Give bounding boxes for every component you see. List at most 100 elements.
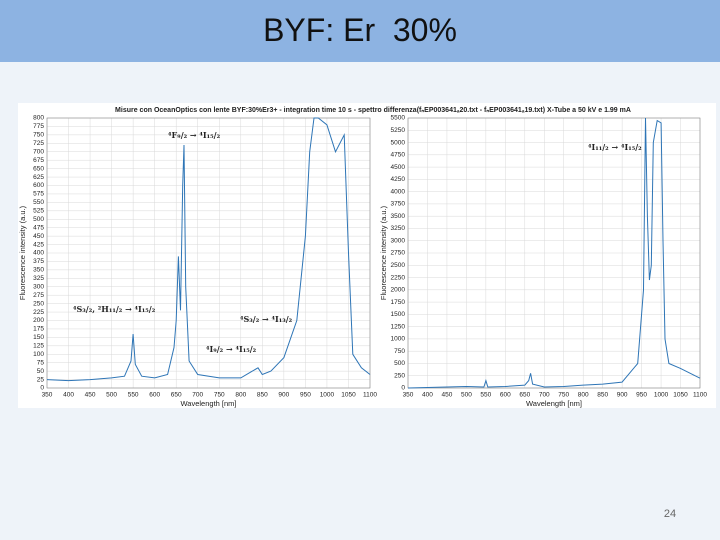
x-tick-label: 1100 (363, 392, 377, 399)
y-axis-label: Fluorescence intensity (a.u.) (379, 205, 388, 300)
y-tick-label: 425 (33, 241, 44, 248)
annotation: ⁴S₃/₂, ²H₁₁/₂ → ⁴I₁₅/₂ (73, 304, 156, 314)
y-tick-label: 2000 (391, 287, 406, 294)
x-tick-label: 350 (403, 392, 414, 399)
y-tick-label: 650 (33, 165, 44, 172)
y-tick-label: 4250 (391, 176, 406, 183)
x-tick-label: 850 (597, 392, 608, 399)
y-tick-label: 5250 (391, 127, 406, 134)
x-tick-label: 1000 (320, 392, 335, 399)
annotation: ⁴I₁₁/₂ → ⁴I₁₅/₂ (588, 142, 642, 152)
y-tick-label: 225 (33, 309, 44, 316)
x-tick-label: 500 (461, 392, 472, 399)
x-tick-label: 400 (63, 392, 74, 399)
x-tick-label: 650 (171, 392, 182, 399)
spectrum-line (407, 117, 701, 389)
y-tick-label: 525 (33, 208, 44, 215)
y-tick-label: 25 (37, 376, 45, 383)
y-tick-label: 550 (33, 199, 44, 206)
y-tick-label: 1750 (391, 299, 406, 306)
y-tick-label: 500 (33, 216, 44, 223)
x-axis-label: Wavelength [nm] (181, 399, 237, 408)
y-tick-label: 475 (33, 224, 44, 231)
y-tick-label: 0 (401, 385, 405, 392)
annotation: ⁴F₉/₂ → ⁴I₁₅/₂ (168, 130, 221, 140)
title-bar (0, 0, 720, 62)
y-tick-label: 750 (33, 132, 44, 139)
y-tick-label: 675 (33, 157, 44, 164)
y-tick-label: 3250 (391, 225, 406, 232)
x-tick-label: 600 (149, 392, 160, 399)
plot-frame (46, 117, 371, 389)
x-tick-label: 550 (128, 392, 139, 399)
y-tick-label: 775 (33, 123, 44, 130)
x-tick-label: 700 (539, 392, 550, 399)
x-tick-label: 750 (214, 392, 225, 399)
x-tick-label: 1050 (673, 392, 688, 399)
y-tick-label: 500 (394, 360, 405, 367)
y-tick-label: 4000 (391, 188, 406, 195)
x-tick-label: 850 (257, 392, 268, 399)
x-tick-label: 500 (106, 392, 117, 399)
y-tick-label: 75 (37, 359, 45, 366)
y-tick-label: 325 (33, 275, 44, 282)
y-axis-label: Fluorescence intensity (a.u.) (18, 205, 27, 300)
annotation: ⁴S₃/₂ → ⁴I₁₃/₂ (240, 314, 293, 324)
x-tick-label: 400 (422, 392, 433, 399)
x-tick-label: 550 (480, 392, 491, 399)
y-tick-label: 375 (33, 258, 44, 265)
x-tick-label: 950 (300, 392, 311, 399)
y-tick-label: 100 (33, 351, 44, 358)
y-tick-label: 400 (33, 250, 44, 257)
x-tick-label: 750 (558, 392, 569, 399)
y-tick-label: 1000 (391, 336, 406, 343)
slide-title: BYF: Er 30% (263, 12, 457, 48)
y-tick-label: 150 (33, 334, 44, 341)
chart-title: Misure con OceanOptics con lente BYF:30%… (115, 107, 631, 114)
y-tick-label: 5500 (391, 115, 406, 122)
y-tick-label: 575 (33, 191, 44, 198)
x-tick-label: 450 (442, 392, 453, 399)
y-tick-label: 750 (394, 348, 405, 355)
y-tick-label: 2750 (391, 250, 406, 257)
y-tick-label: 725 (33, 140, 44, 147)
y-tick-label: 700 (33, 148, 44, 155)
y-tick-label: 600 (33, 182, 44, 189)
x-tick-label: 900 (617, 392, 628, 399)
y-tick-label: 250 (394, 372, 405, 379)
y-tick-label: 1500 (391, 311, 406, 318)
y-tick-label: 2250 (391, 274, 406, 281)
x-tick-label: 800 (578, 392, 589, 399)
y-tick-label: 3750 (391, 201, 406, 208)
y-tick-label: 275 (33, 292, 44, 299)
x-tick-label: 1100 (693, 392, 707, 399)
page-number: 24 (663, 508, 677, 520)
x-tick-label: 650 (519, 392, 530, 399)
y-tick-label: 5000 (391, 139, 406, 146)
plot-frame (407, 117, 701, 389)
x-tick-label: 600 (500, 392, 511, 399)
y-tick-label: 800 (33, 115, 44, 122)
y-tick-label: 3000 (391, 237, 406, 244)
y-tick-label: 300 (33, 283, 44, 290)
y-tick-label: 125 (33, 343, 44, 350)
y-tick-label: 2500 (391, 262, 406, 269)
x-tick-label: 450 (85, 392, 96, 399)
y-tick-label: 3500 (391, 213, 406, 220)
y-tick-label: 625 (33, 174, 44, 181)
x-tick-label: 350 (42, 392, 53, 399)
y-tick-label: 175 (33, 326, 44, 333)
x-axis-label: Wavelength [nm] (526, 399, 582, 408)
y-tick-label: 4500 (391, 164, 406, 171)
x-tick-label: 1050 (341, 392, 356, 399)
x-tick-label: 900 (278, 392, 289, 399)
spectrum-line (46, 117, 371, 382)
figure: 0255075100125150175200225250275300325350… (18, 103, 716, 408)
x-tick-label: 1000 (654, 392, 669, 399)
y-tick-label: 50 (37, 368, 45, 375)
y-tick-label: 0 (40, 385, 44, 392)
y-tick-label: 200 (33, 317, 44, 324)
y-tick-label: 450 (33, 233, 44, 240)
y-tick-label: 250 (33, 300, 44, 307)
